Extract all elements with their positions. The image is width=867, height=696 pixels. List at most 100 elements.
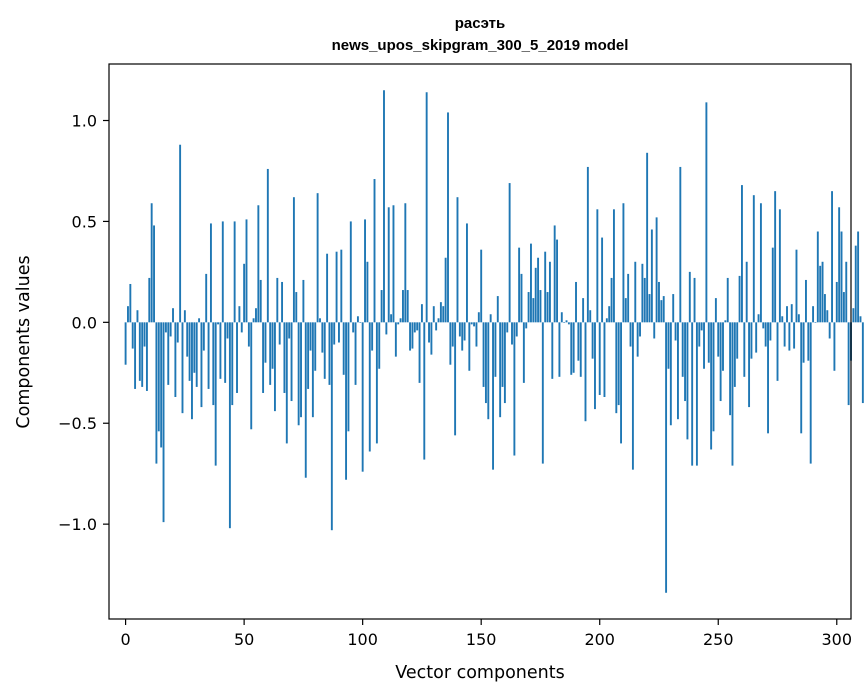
- bar-264: [750, 322, 753, 359]
- x-tick-label: 100: [347, 630, 378, 649]
- x-tick-label: 0: [121, 630, 131, 649]
- bar-118: [404, 203, 407, 323]
- bar-0: [124, 322, 127, 365]
- bar-86: [328, 322, 331, 385]
- bar-194: [584, 322, 587, 422]
- bar-66: [281, 281, 284, 323]
- bar-186: [565, 320, 568, 323]
- bar-152: [484, 322, 487, 404]
- bar-15: [160, 322, 163, 448]
- bar-249: [714, 298, 717, 323]
- bar-20: [172, 308, 174, 323]
- bar-258: [736, 322, 739, 359]
- bar-147: [473, 322, 476, 327]
- bar-280: [788, 322, 791, 351]
- bar-69: [288, 322, 291, 339]
- bar-273: [771, 247, 774, 323]
- bar-195: [586, 166, 589, 323]
- bar-85: [326, 253, 329, 323]
- bar-263: [748, 322, 751, 408]
- bar-43: [226, 322, 229, 339]
- bar-70: [290, 322, 293, 402]
- bar-77: [307, 322, 310, 389]
- bar-97: [354, 322, 357, 385]
- bar-95: [349, 221, 352, 323]
- bar-293: [819, 265, 822, 323]
- bar-48: [238, 306, 241, 323]
- x-tick-label: 200: [584, 630, 615, 649]
- plot-frame: [108, 63, 852, 620]
- bar-154: [489, 314, 492, 323]
- bar-238: [688, 271, 691, 323]
- bar-27: [188, 322, 191, 381]
- bar-11: [150, 203, 153, 323]
- bar-158: [499, 322, 502, 418]
- bar-304: [845, 261, 848, 323]
- bar-251: [719, 322, 722, 402]
- bar-193: [582, 298, 585, 323]
- bar-300: [835, 281, 838, 323]
- bar-218: [641, 263, 644, 323]
- bar-261: [743, 322, 746, 377]
- bar-294: [821, 261, 824, 323]
- bar-226: [660, 300, 663, 323]
- bar-142: [461, 322, 464, 351]
- bar-12: [153, 225, 155, 323]
- bar-22: [176, 322, 179, 343]
- bar-31: [198, 318, 201, 323]
- bar-205: [610, 277, 613, 323]
- bar-129: [430, 322, 433, 355]
- y-tick-label: 0.5: [72, 212, 97, 231]
- bar-164: [513, 322, 516, 456]
- bar-62: [271, 322, 274, 369]
- bar-55: [255, 308, 257, 323]
- bar-114: [394, 322, 397, 357]
- bar-182: [556, 239, 558, 323]
- bar-262: [745, 261, 748, 323]
- bar-259: [738, 275, 741, 323]
- bar-115: [397, 322, 400, 325]
- bar-60: [266, 168, 269, 323]
- bar-125: [420, 304, 423, 323]
- bar-17: [164, 322, 167, 333]
- bar-191: [577, 322, 580, 361]
- bar-90: [338, 322, 340, 343]
- bar-289: [809, 322, 812, 464]
- bar-155: [492, 322, 494, 470]
- bar-63: [273, 322, 276, 412]
- bar-104: [371, 322, 374, 351]
- bar-101: [364, 219, 366, 323]
- bar-25: [183, 310, 186, 323]
- bar-36: [209, 223, 212, 323]
- bar-208: [617, 322, 620, 406]
- bar-9: [145, 322, 148, 391]
- bar-201: [601, 237, 604, 323]
- bar-281: [790, 304, 793, 323]
- bar-190: [575, 281, 577, 323]
- bar-123: [416, 322, 419, 331]
- bar-50: [243, 263, 246, 323]
- bar-82: [319, 318, 321, 323]
- bar-170: [527, 292, 530, 323]
- bar-83: [321, 322, 324, 353]
- bar-56: [257, 205, 260, 323]
- bar-49: [240, 322, 243, 333]
- bar-91: [340, 249, 343, 323]
- bar-243: [700, 322, 703, 331]
- bar-14: [157, 322, 160, 432]
- bar-93: [345, 322, 348, 480]
- bar-233: [677, 322, 679, 420]
- bar-207: [615, 322, 618, 414]
- bar-288: [807, 322, 810, 361]
- bar-253: [724, 320, 727, 323]
- bar-256: [731, 322, 734, 466]
- bar-271: [767, 322, 769, 434]
- bar-21: [174, 322, 177, 397]
- bar-217: [639, 322, 641, 337]
- bar-189: [572, 322, 575, 373]
- bar-172: [532, 298, 535, 323]
- bar-132: [437, 318, 440, 323]
- bar-252: [722, 322, 724, 371]
- bar-245: [705, 102, 708, 323]
